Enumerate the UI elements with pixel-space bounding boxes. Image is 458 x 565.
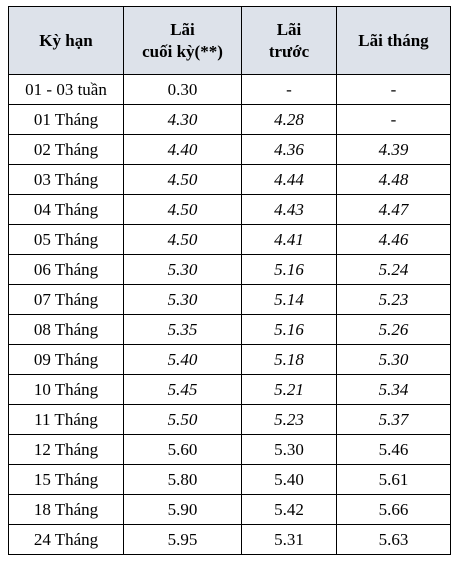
table-row: 01 Tháng 4.30 4.28- <box>8 104 451 135</box>
cell-term: 11 Tháng <box>8 404 124 435</box>
table-row: 01 - 03 tuần 0.30- - <box>8 74 451 105</box>
cell-monthly-rate: 5.26 <box>336 314 451 345</box>
cell-upfront-rate: 5.40 <box>241 464 337 495</box>
cell-upfront-rate: 5.14 <box>241 284 337 315</box>
cell-monthly-rate: 5.66 <box>336 494 451 525</box>
cell-upfront-rate: 5.23 <box>241 404 337 435</box>
header-upfront-interest: Lãi trước <box>241 6 337 75</box>
cell-upfront-rate: 5.21 <box>241 374 337 405</box>
table-row: 18 Tháng 5.90 5.42 5.66 <box>8 494 451 525</box>
table-row: 05 Tháng 4.50 4.41 4.46 <box>8 224 451 255</box>
table-row: 02 Tháng 4.40 4.36 4.39 <box>8 134 451 165</box>
cell-upfront-rate: 5.16 <box>241 254 337 285</box>
cell-upfront-rate: 5.31 <box>241 524 337 555</box>
table-row: 10 Tháng 5.45 5.21 5.34 <box>8 374 451 405</box>
cell-monthly-rate: - <box>336 104 451 135</box>
cell-end-of-term-rate: 5.60 <box>123 434 242 465</box>
table-row: 06 Tháng 5.30 5.16 5.24 <box>8 254 451 285</box>
table-body: 01 - 03 tuần 0.30- -01 Tháng 4.30 4.28-02 Th… <box>8 74 451 555</box>
cell-term: 12 Tháng <box>8 434 124 465</box>
cell-end-of-term-rate: 5.95 <box>123 524 242 555</box>
cell-upfront-rate: 4.36 <box>241 134 337 165</box>
cell-term: 08 Tháng <box>8 314 124 345</box>
cell-end-of-term-rate: 5.50 <box>123 404 242 435</box>
cell-upfront-rate: 5.18 <box>241 344 337 375</box>
cell-monthly-rate: 5.63 <box>336 524 451 555</box>
cell-term: 09 Tháng <box>8 344 124 375</box>
cell-upfront-rate: 5.30 <box>241 434 337 465</box>
cell-monthly-rate: 5.30 <box>336 344 451 375</box>
cell-upfront-rate: 4.43 <box>241 194 337 225</box>
cell-upfront-rate: 5.42 <box>241 494 337 525</box>
table-row: 09 Tháng 5.40 5.18 5.30 <box>8 344 451 375</box>
cell-upfront-rate: 4.41 <box>241 224 337 255</box>
header-end-of-term-interest: Lãi cuối kỳ(**) <box>123 6 242 75</box>
cell-monthly-rate: 4.39 <box>336 134 451 165</box>
cell-monthly-rate: 5.23 <box>336 284 451 315</box>
table-row: 04 Tháng 4.50 4.43 4.47 <box>8 194 451 225</box>
cell-end-of-term-rate: 4.40 <box>123 134 242 165</box>
cell-term: 01 - 03 tuần <box>8 74 124 105</box>
table-row: 24 Tháng 5.95 5.31 5.63 <box>8 524 451 555</box>
cell-monthly-rate: - <box>336 74 451 105</box>
cell-monthly-rate: 5.37 <box>336 404 451 435</box>
cell-end-of-term-rate: 4.50 <box>123 164 242 195</box>
header-upfront-line1: Lãi <box>276 19 302 39</box>
cell-term: 18 Tháng <box>8 494 124 525</box>
cell-upfront-rate: - <box>241 74 337 105</box>
table-row: 07 Tháng 5.30 5.14 5.23 <box>8 284 451 315</box>
cell-term: 05 Tháng <box>8 224 124 255</box>
cell-monthly-rate: 5.46 <box>336 434 451 465</box>
cell-term: 03 Tháng <box>8 164 124 195</box>
cell-monthly-rate: 5.34 <box>336 374 451 405</box>
cell-upfront-rate: 4.28 <box>241 104 337 135</box>
cell-term: 10 Tháng <box>8 374 124 405</box>
header-row: Kỳ hạn Lãi cuối kỳ(**) Lãi trước Lãi thá… <box>8 6 451 75</box>
cell-end-of-term-rate: 5.80 <box>123 464 242 495</box>
cell-end-of-term-rate: 0.30 <box>123 74 242 105</box>
cell-term: 24 Tháng <box>8 524 124 555</box>
header-monthly-interest: Lãi tháng <box>336 6 451 75</box>
cell-upfront-rate: 4.44 <box>241 164 337 195</box>
table-row: 03 Tháng 4.50 4.44 4.48 <box>8 164 451 195</box>
table-header: Kỳ hạn Lãi cuối kỳ(**) Lãi trước Lãi thá… <box>8 6 451 75</box>
cell-term: 02 Tháng <box>8 134 124 165</box>
cell-monthly-rate: 4.46 <box>336 224 451 255</box>
cell-upfront-rate: 5.16 <box>241 314 337 345</box>
table-row: 12 Tháng 5.60 5.30 5.46 <box>8 434 451 465</box>
cell-end-of-term-rate: 4.50 <box>123 224 242 255</box>
header-end-of-term-line2: cuối kỳ(**) <box>142 41 223 61</box>
cell-end-of-term-rate: 5.30 <box>123 254 242 285</box>
cell-term: 15 Tháng <box>8 464 124 495</box>
cell-term: 01 Tháng <box>8 104 124 135</box>
cell-end-of-term-rate: 5.30 <box>123 284 242 315</box>
table-row: 11 Tháng 5.50 5.23 5.37 <box>8 404 451 435</box>
header-upfront-line2: trước <box>268 41 310 61</box>
cell-term: 06 Tháng <box>8 254 124 285</box>
cell-term: 07 Tháng <box>8 284 124 315</box>
header-end-of-term-line1: Lãi <box>170 19 195 39</box>
interest-rate-table: Kỳ hạn Lãi cuối kỳ(**) Lãi trước Lãi thá… <box>8 6 451 555</box>
cell-monthly-rate: 4.48 <box>336 164 451 195</box>
cell-end-of-term-rate: 5.40 <box>123 344 242 375</box>
table-row: 15 Tháng 5.80 5.40 5.61 <box>8 464 451 495</box>
cell-end-of-term-rate: 4.30 <box>123 104 242 135</box>
cell-end-of-term-rate: 5.45 <box>123 374 242 405</box>
cell-end-of-term-rate: 5.35 <box>123 314 242 345</box>
cell-monthly-rate: 4.47 <box>336 194 451 225</box>
cell-end-of-term-rate: 4.50 <box>123 194 242 225</box>
header-term: Kỳ hạn <box>8 6 124 75</box>
table-row: 08 Tháng 5.35 5.16 5.26 <box>8 314 451 345</box>
cell-end-of-term-rate: 5.90 <box>123 494 242 525</box>
cell-monthly-rate: 5.61 <box>336 464 451 495</box>
cell-term: 04 Tháng <box>8 194 124 225</box>
cell-monthly-rate: 5.24 <box>336 254 451 285</box>
